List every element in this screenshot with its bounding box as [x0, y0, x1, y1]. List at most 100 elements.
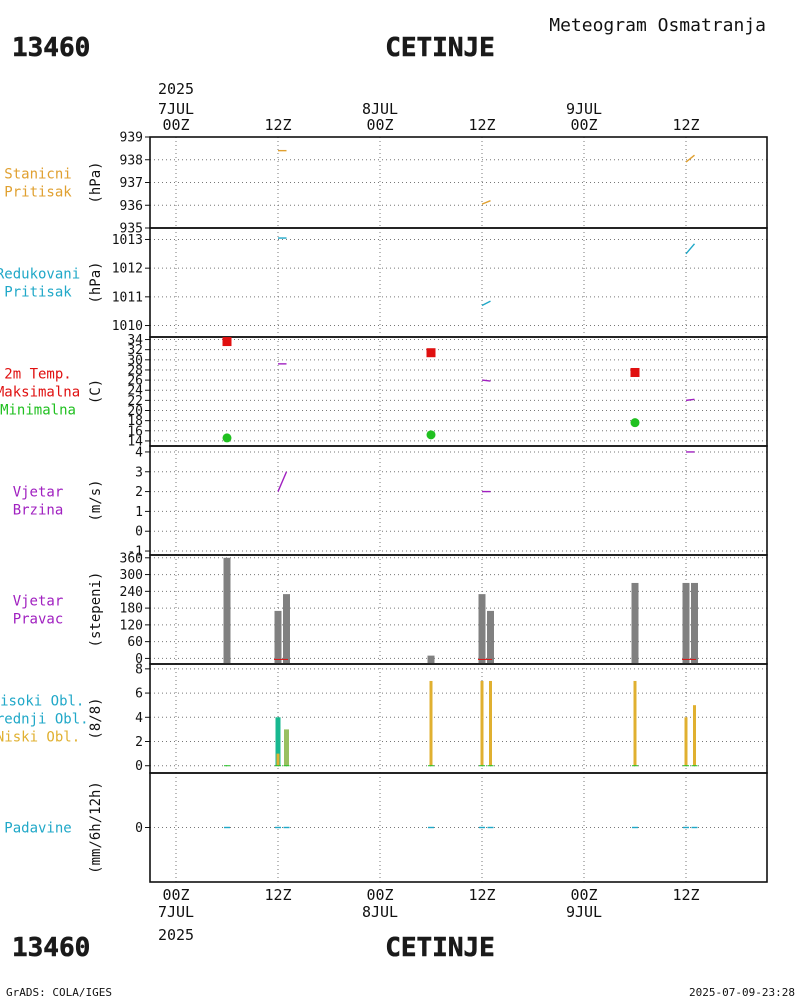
series-label: Pritisak	[4, 285, 72, 301]
top-tick-label: 00Z	[570, 116, 597, 134]
panels: 935936937938939(hPa)StanicniPritisak1010…	[0, 131, 768, 883]
min-temp-point	[222, 433, 232, 443]
wind-direction-bar	[487, 610, 494, 664]
footer-credit: GrADS: COLA/IGES	[6, 986, 112, 999]
bottom-year-label: 2025	[158, 926, 194, 944]
series-label: Vjetar	[13, 594, 64, 610]
y-tick-label: 4	[135, 445, 143, 460]
bottom-tick-label: 00Z	[570, 886, 597, 904]
y-tick-label: 935	[120, 222, 143, 237]
wind-direction-bar	[631, 582, 639, 664]
mid-cloud-bar	[284, 729, 289, 766]
low-cloud-bar	[480, 680, 484, 766]
y-tick-label: 8	[135, 662, 143, 677]
y-tick-label: 0	[135, 821, 143, 836]
top-tick-label: 00Z	[366, 116, 393, 134]
y-axis-unit-label: (m/s)	[88, 479, 104, 521]
data-segment	[481, 379, 491, 382]
panel-frame	[149, 445, 768, 556]
bottom-tick-label: 12Z	[672, 886, 699, 904]
footer-station-name: CETINJE	[385, 933, 495, 963]
series-label: Visoki Obl.	[0, 694, 84, 710]
y-tick-label: 936	[120, 199, 143, 214]
max-temp-point	[630, 367, 640, 377]
wind-direction-bar	[427, 655, 435, 664]
wind-direction-bar	[274, 610, 282, 664]
high-cloud-bar	[275, 717, 281, 766]
y-axis-unit-label: (hPa)	[88, 161, 104, 203]
data-segment	[277, 471, 288, 492]
series-label: Srednji Obl.	[0, 712, 89, 728]
y-axis-unit-label: (C)	[88, 379, 104, 404]
precipitation-panel: 0 (mm/6h/12h) Padavine	[4, 772, 768, 883]
y-tick-label: 180	[120, 602, 143, 617]
reduced-pressure-panel: 1010 1011 1012 1013 (hPa) Redukovani Pritisak	[0, 227, 768, 338]
station-pressure-panel: 935 936 937 938 939 (hPa) Stanicni Pritisak	[4, 131, 768, 237]
header-subtitle: Meteogram Osmatranja	[549, 15, 766, 36]
y-tick-label: 2	[135, 735, 143, 750]
wind-speed-panel: -1 0 1 2 3 4 (m/s) Vjetar Brzina	[13, 445, 768, 560]
series-label: Minimalna	[0, 403, 76, 419]
y-tick-label: 60	[127, 635, 143, 650]
y-tick-label: 32	[127, 343, 143, 358]
panel-frame	[149, 663, 768, 774]
footer-station-id: 13460	[12, 933, 90, 963]
y-axis-unit-label: (mm/6h/12h)	[88, 781, 104, 874]
y-tick-label: 300	[120, 568, 143, 583]
y-tick-label: 20	[127, 404, 143, 419]
y-tick-label: 0	[135, 652, 143, 667]
min-temp-point	[630, 418, 640, 428]
top-tick-label: 00Z	[162, 116, 189, 134]
y-tick-label: 939	[120, 131, 143, 146]
y-tick-label: 1	[135, 505, 143, 520]
low-cloud-bar	[684, 717, 688, 766]
cloud-cover-panel: 0 2 4 6 8 (8/8)Visoki Obl. Srednji Obl. Niski O…	[0, 662, 768, 774]
bottom-tick-label: 12Z	[468, 886, 495, 904]
y-tick-label: 3	[135, 465, 143, 480]
y-axis-unit-label: (hPa)	[88, 261, 104, 303]
data-segment	[685, 398, 695, 402]
y-tick-label: 937	[120, 176, 143, 191]
series-label: Stanicni	[4, 167, 71, 183]
panel-frame	[149, 227, 768, 338]
min-temp-point	[426, 430, 436, 440]
y-tick-label: 28	[127, 363, 143, 378]
series-label: 2m Temp.	[4, 367, 71, 383]
data-segment	[481, 200, 491, 205]
y-tick-label: 1010	[112, 319, 143, 334]
y-tick-label: 0	[135, 759, 143, 774]
y-axis-unit-label: (stepeni)	[88, 572, 104, 648]
series-label: Vjetar	[13, 485, 64, 501]
series-label: Maksimalna	[0, 385, 80, 401]
y-tick-label: 0	[135, 525, 143, 540]
bottom-tick-label: 12Z	[264, 886, 291, 904]
wind-direction-bar	[682, 582, 690, 664]
y-tick-label: 22	[127, 394, 143, 409]
low-cloud-bar	[276, 753, 280, 766]
panel-frame	[149, 772, 768, 883]
data-segment	[685, 154, 695, 163]
bottom-tick-label: 00Z	[366, 886, 393, 904]
y-tick-label: 360	[120, 551, 143, 566]
series-label: Padavine	[4, 821, 71, 837]
top-tick-label: 12Z	[468, 116, 495, 134]
wind-direction-bar	[691, 582, 698, 664]
wind-direction-bar	[478, 594, 486, 664]
header-station-name: CETINJE	[385, 33, 495, 63]
low-cloud-bar	[693, 705, 696, 766]
series-label: Niski Obl.	[0, 730, 80, 746]
bottom-tick-label: 7JUL	[158, 903, 194, 921]
panel-frame	[149, 554, 768, 665]
bottom-tick-label: 00Z	[162, 886, 189, 904]
bottom-tick-label: 9JUL	[566, 903, 602, 921]
y-tick-label: 26	[127, 374, 143, 389]
low-cloud-bar	[429, 680, 433, 766]
y-tick-label: 120	[120, 618, 143, 633]
bottom-tick-label: 8JUL	[362, 903, 398, 921]
y-tick-label: 6	[135, 687, 143, 702]
top-tick-label: 12Z	[672, 116, 699, 134]
series-label: Pritisak	[4, 185, 72, 201]
